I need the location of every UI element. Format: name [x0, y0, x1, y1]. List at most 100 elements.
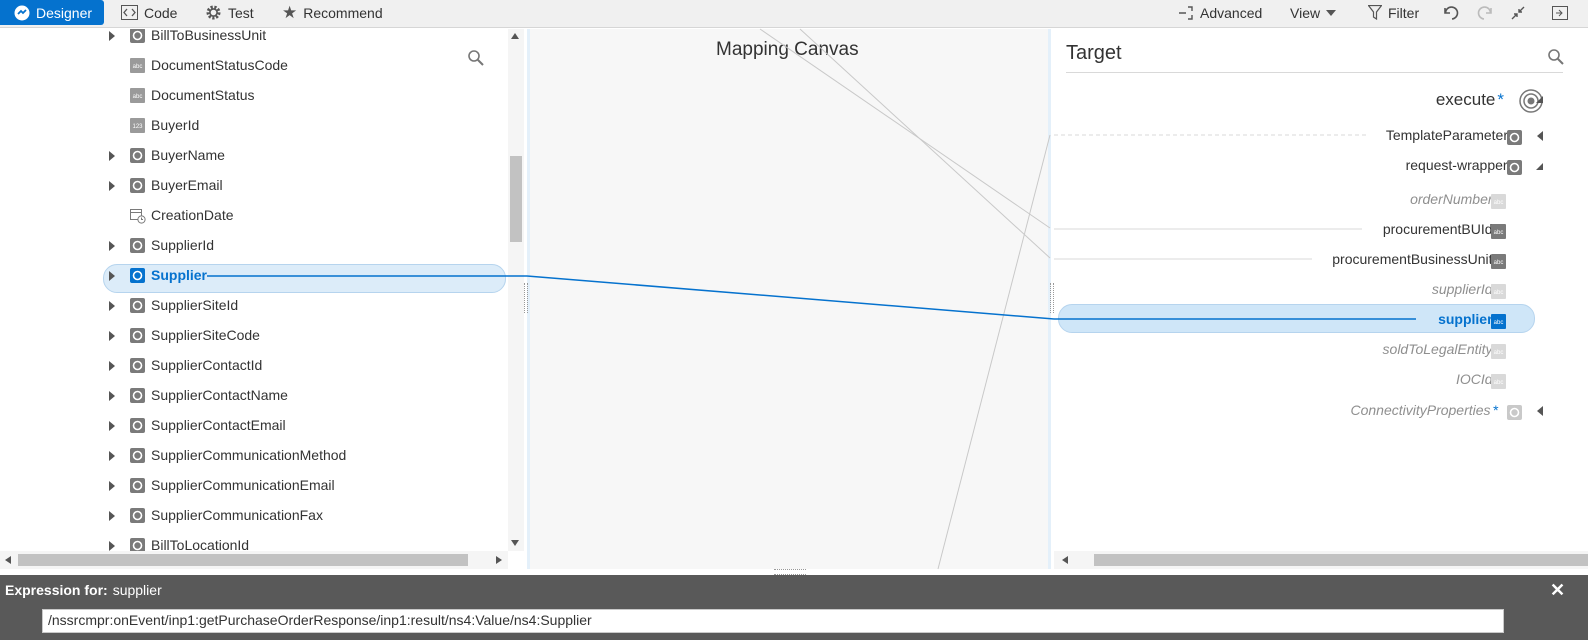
expand-arrow-icon[interactable]: [109, 31, 115, 41]
svg-text:abc: abc: [1494, 320, 1504, 326]
expanded-arrow-icon[interactable]: [1536, 96, 1543, 103]
tree-row-label: BillToLocationId: [151, 537, 250, 553]
expand-arrow-icon[interactable]: [109, 361, 115, 371]
code-tab[interactable]: Code: [121, 0, 177, 25]
target-divider: [1066, 72, 1563, 73]
object-node-icon: [130, 418, 145, 433]
target-row[interactable]: procurementBUId*: [1383, 221, 1500, 237]
expand-arrow-icon[interactable]: [109, 391, 115, 401]
target-row[interactable]: supplierId*: [1432, 281, 1500, 297]
expand-arrow-icon[interactable]: [109, 481, 115, 491]
tree-row[interactable]: SupplierCommunicationMethod: [0, 444, 508, 470]
string-type-icon: abc: [130, 88, 145, 103]
left-splitter-grip[interactable]: [524, 283, 528, 313]
target-search-icon[interactable]: [1547, 48, 1565, 69]
tree-row[interactable]: SupplierCommunicationFax: [0, 504, 508, 530]
source-horizontal-scrollbar[interactable]: [0, 551, 508, 569]
source-vertical-scrollbar[interactable]: [508, 29, 524, 551]
right-splitter-grip[interactable]: [1050, 283, 1054, 313]
tree-row[interactable]: SupplierCommunicationEmail: [0, 474, 508, 500]
filter-label: Filter: [1388, 4, 1420, 21]
tree-row[interactable]: 123 BuyerId: [0, 114, 508, 140]
test-tab[interactable]: Test: [205, 0, 254, 25]
filter-button[interactable]: Filter: [1368, 0, 1419, 25]
undo-button[interactable]: [1442, 0, 1460, 25]
tree-row-label: SupplierSiteCode: [151, 327, 260, 343]
scroll-down-icon[interactable]: [511, 540, 519, 546]
tree-row[interactable]: Supplier: [0, 264, 508, 293]
target-row-label: TemplateParameters: [1385, 127, 1515, 143]
tree-row[interactable]: BuyerName: [0, 144, 508, 170]
source-panel: BillToBusinessUnit abc DocumentStatusCode a…: [0, 29, 508, 569]
expand-arrow-icon[interactable]: [109, 151, 115, 161]
string-type-icon: abc: [1491, 224, 1506, 239]
expression-input[interactable]: /nssrcmpr:onEvent/inp1:getPurchaseOrderR…: [42, 609, 1504, 633]
svg-text:abc: abc: [133, 64, 143, 70]
close-icon[interactable]: ✕: [1550, 580, 1566, 600]
view-menu[interactable]: View: [1290, 0, 1337, 25]
designer-tab[interactable]: Designer: [0, 0, 105, 25]
tree-row[interactable]: BillToBusinessUnit: [0, 29, 508, 50]
expand-arrow-icon[interactable]: [109, 181, 115, 191]
object-node-icon: [130, 328, 145, 343]
svg-text:abc: abc: [1494, 350, 1504, 356]
bottom-splitter-grip[interactable]: [774, 569, 806, 575]
panel-toggle-button[interactable]: [1552, 0, 1568, 25]
tree-row[interactable]: SupplierId: [0, 234, 508, 260]
mapping-canvas[interactable]: [527, 29, 1051, 569]
tree-row[interactable]: SupplierSiteCode: [0, 324, 508, 350]
tree-row[interactable]: SupplierContactName: [0, 384, 508, 410]
redo-button[interactable]: [1476, 0, 1494, 25]
tree-row[interactable]: BillToLocationId: [0, 534, 508, 560]
caret-down-icon: [1326, 9, 1337, 16]
tree-row[interactable]: abc DocumentStatusCode: [0, 54, 508, 80]
expand-arrow-icon[interactable]: [109, 241, 115, 251]
expand-arrow-icon[interactable]: [109, 511, 115, 521]
expanded-arrow-icon[interactable]: [1536, 163, 1543, 170]
recommend-tab[interactable]: ★ Recommend: [282, 0, 383, 25]
target-row[interactable]: ConnectivityProperties *: [1350, 402, 1498, 418]
collapse-icon: [1510, 5, 1526, 21]
advanced-button[interactable]: Advanced: [1178, 0, 1262, 25]
source-horizontal-thumb[interactable]: [18, 554, 468, 566]
target-horizontal-thumb[interactable]: [1094, 554, 1588, 566]
expression-prefix: Expression for:: [5, 582, 108, 598]
scroll-left-icon[interactable]: [5, 556, 11, 564]
target-row[interactable]: request-wrapper*: [1406, 157, 1515, 173]
target-row[interactable]: procurementBusinessUnit*: [1332, 251, 1500, 267]
tree-row[interactable]: SupplierSiteId: [0, 294, 508, 320]
tree-row-label: BuyerName: [151, 147, 225, 163]
scroll-up-icon[interactable]: [511, 33, 519, 39]
tree-row[interactable]: SupplierContactEmail: [0, 414, 508, 440]
tree-row-label: SupplierCommunicationEmail: [151, 477, 335, 493]
collapsed-arrow-icon[interactable]: [1537, 406, 1543, 416]
expand-arrow-icon[interactable]: [109, 271, 115, 281]
expand-arrow-icon[interactable]: [109, 421, 115, 431]
expand-arrow-icon[interactable]: [109, 541, 115, 551]
target-row[interactable]: execute *: [1436, 90, 1504, 110]
target-row[interactable]: TemplateParameters: [1386, 127, 1515, 143]
target-scroll-left-icon[interactable]: [1062, 556, 1068, 564]
target-horizontal-scrollbar[interactable]: [1054, 551, 1588, 569]
tree-row[interactable]: BuyerEmail: [0, 174, 508, 200]
target-row-label: execute: [1435, 90, 1496, 109]
tree-row-label: SupplierContactEmail: [151, 417, 286, 433]
advanced-icon: [1178, 5, 1194, 21]
target-row[interactable]: orderNumber*: [1410, 191, 1500, 207]
string-type-icon: abc: [1491, 194, 1506, 209]
expand-arrow-icon[interactable]: [109, 301, 115, 311]
test-label: Test: [228, 4, 254, 21]
scroll-right-icon[interactable]: [496, 556, 502, 564]
target-row[interactable]: soldToLegalEntity*: [1383, 341, 1500, 357]
expand-arrow-icon[interactable]: [109, 331, 115, 341]
source-search-icon[interactable]: [467, 49, 485, 70]
calendar-clock-icon: [130, 208, 146, 224]
tree-row[interactable]: abc DocumentStatus: [0, 84, 508, 110]
tree-row[interactable]: SupplierContactId: [0, 354, 508, 380]
source-vertical-thumb[interactable]: [510, 156, 522, 242]
expand-arrow-icon[interactable]: [109, 451, 115, 461]
collapsed-arrow-icon[interactable]: [1537, 131, 1543, 141]
tree-row[interactable]: CreationDate: [0, 204, 508, 230]
object-node-icon: [130, 298, 145, 313]
collapse-button[interactable]: [1510, 0, 1526, 25]
